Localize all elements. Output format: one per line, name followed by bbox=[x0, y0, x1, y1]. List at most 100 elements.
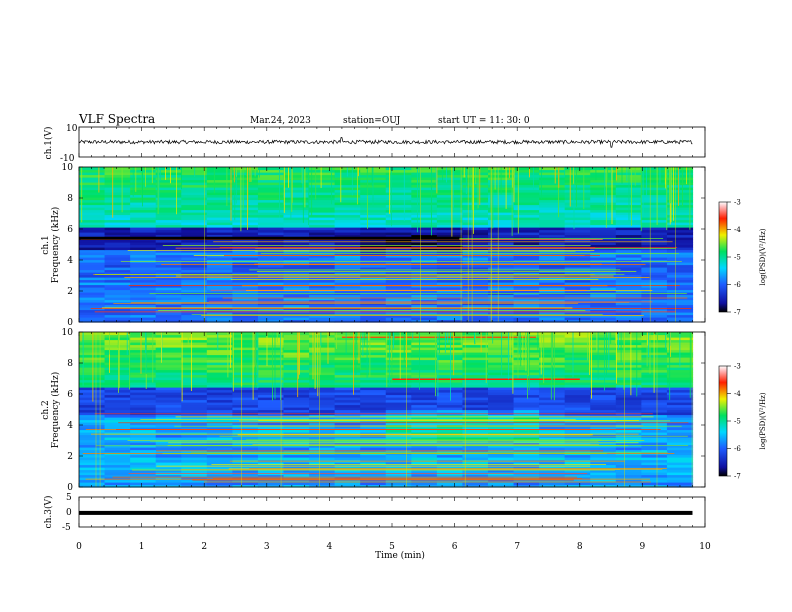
spectrogram-cell bbox=[181, 419, 208, 423]
time-axis-tick-labels: 0 1 2 3 4 5 6 7 8 9 10 bbox=[76, 542, 711, 552]
spectrogram-cell bbox=[411, 469, 438, 473]
spectrogram-cell bbox=[590, 454, 617, 458]
spectrogram-cell bbox=[385, 277, 412, 281]
spectrogram-cell bbox=[257, 407, 285, 411]
spectrogram-cell bbox=[206, 169, 233, 173]
spectrogram-cell bbox=[206, 454, 233, 458]
spectrogram-cell bbox=[360, 212, 387, 216]
spectrogram-cell bbox=[283, 179, 310, 183]
spectrogram-cell bbox=[206, 252, 233, 256]
spectrogram-cell bbox=[539, 397, 566, 401]
spectrogram-cell bbox=[462, 232, 489, 236]
spectrogram-cell bbox=[309, 474, 336, 478]
spectrogram-cell bbox=[283, 382, 310, 386]
spectrogram-cell bbox=[334, 239, 361, 243]
spectrogram-cell bbox=[334, 432, 361, 436]
spectrogram-cell bbox=[539, 319, 566, 323]
spectrogram-cell bbox=[104, 282, 131, 286]
spectrogram-cell bbox=[666, 284, 694, 288]
spectrogram-cell bbox=[155, 367, 182, 371]
spectrogram-cell bbox=[513, 244, 540, 248]
spectrogram-cell bbox=[462, 267, 489, 271]
spectrogram-cell bbox=[615, 464, 642, 468]
spectrogram-cell bbox=[641, 209, 668, 213]
spectrogram-cell bbox=[590, 207, 617, 211]
spectrogram-cell bbox=[232, 227, 259, 231]
spectrogram-cell bbox=[232, 282, 259, 286]
spectrogram-cell bbox=[666, 459, 694, 463]
spectrogram-cell bbox=[436, 214, 464, 218]
spectrogram-cell bbox=[130, 274, 157, 278]
spectrogram-cell bbox=[513, 189, 540, 193]
spectrogram-cell bbox=[436, 347, 464, 351]
spectrogram-cell bbox=[666, 387, 694, 391]
spectrogram-cell bbox=[487, 332, 515, 336]
spectrogram-cell bbox=[104, 279, 131, 283]
spectrogram-cell bbox=[385, 189, 412, 193]
spectrogram-cell bbox=[666, 402, 694, 406]
spectrogram-cell bbox=[487, 264, 515, 268]
spectrogram-cell bbox=[181, 289, 208, 293]
spectrogram-cell bbox=[181, 389, 208, 393]
spectrogram-cell bbox=[385, 349, 412, 353]
spectrogram-cell bbox=[79, 342, 106, 346]
spectrogram-cell bbox=[641, 254, 668, 258]
spectrogram-cell bbox=[155, 459, 182, 463]
spectrogram-cell bbox=[487, 202, 515, 206]
spectrogram-cell bbox=[462, 344, 489, 348]
spectrogram-cell bbox=[641, 404, 668, 408]
spectrogram-cell bbox=[257, 279, 285, 283]
spectrogram-cell bbox=[206, 257, 233, 261]
spectrogram-cell bbox=[411, 282, 438, 286]
spectrogram-cell bbox=[539, 437, 566, 441]
spectrogram-cell bbox=[462, 199, 489, 203]
spectrogram-cell bbox=[564, 437, 591, 441]
spectrogram-cell bbox=[539, 374, 566, 378]
spectrogram-cell bbox=[385, 469, 412, 473]
spectrogram-cell bbox=[155, 247, 182, 251]
spectrogram-cell bbox=[539, 224, 566, 228]
spectrogram-cell bbox=[257, 312, 285, 316]
spectrogram-cell bbox=[334, 279, 361, 283]
spectrogram-cell bbox=[104, 442, 131, 446]
spectrogram-cell bbox=[539, 382, 566, 386]
spectrogram-cell bbox=[155, 277, 182, 281]
spectrogram-cell bbox=[104, 364, 131, 368]
spectrogram-cell bbox=[564, 172, 591, 176]
spectrogram-cell bbox=[487, 404, 515, 408]
spectrogram-cell bbox=[462, 417, 489, 421]
spectrogram-cell bbox=[487, 429, 515, 433]
spectrogram-cell bbox=[232, 272, 259, 276]
spectrogram-cell bbox=[564, 202, 591, 206]
spectrogram-cell bbox=[513, 429, 540, 433]
spectrogram-cell bbox=[641, 184, 668, 188]
spectrogram-cell bbox=[283, 357, 310, 361]
spectrogram-cell bbox=[104, 342, 131, 346]
spectrogram-cell bbox=[436, 314, 464, 318]
spectrogram-cell bbox=[334, 174, 361, 178]
spectrogram-cell bbox=[232, 262, 259, 266]
spectrogram-cell bbox=[155, 469, 182, 473]
spectrogram-cell bbox=[539, 219, 566, 223]
spectrogram-cell bbox=[334, 169, 361, 173]
spectrogram-cell bbox=[666, 369, 694, 373]
spectrogram-cell bbox=[590, 299, 617, 303]
spectrogram-cell bbox=[615, 479, 642, 483]
spectrogram-cell bbox=[181, 402, 208, 406]
spectrogram-cell bbox=[181, 384, 208, 388]
spectrogram-cell bbox=[513, 169, 540, 173]
spectrogram-cell bbox=[334, 457, 361, 461]
spectrogram-cell bbox=[615, 264, 642, 268]
spectrogram-cell bbox=[79, 282, 106, 286]
ch2-colorbar-ticks: -3-4-5-6-7 bbox=[727, 363, 741, 481]
spectrogram-cell bbox=[181, 427, 208, 431]
spectrogram-cell bbox=[590, 212, 617, 216]
spectrogram-cell bbox=[309, 244, 336, 248]
spectrogram-cell bbox=[309, 319, 336, 323]
spectrogram-cell bbox=[104, 234, 131, 238]
spectrogram-cell bbox=[539, 469, 566, 473]
spectrogram-cell bbox=[666, 469, 694, 473]
spectrogram-cell bbox=[206, 239, 233, 243]
spectrogram-cell bbox=[411, 399, 438, 403]
spectrogram-cell bbox=[360, 362, 387, 366]
